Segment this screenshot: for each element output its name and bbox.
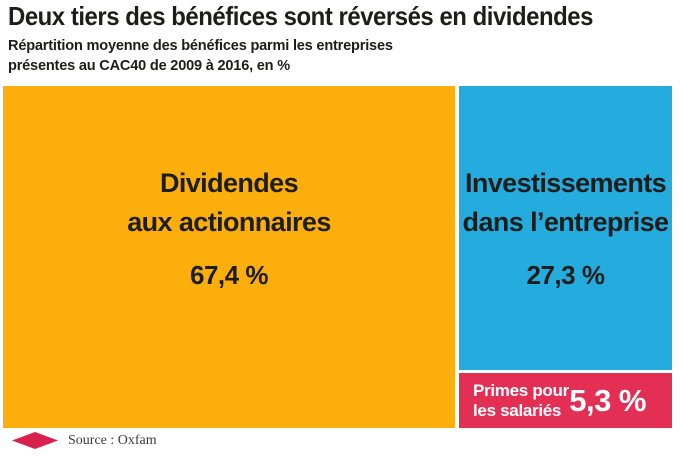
segment-dividends-label: Dividendes aux actionnaires	[127, 164, 331, 242]
segment-bonuses: Primes pour les salariés 5,3 %	[459, 373, 672, 428]
segment-investments-label: Investissements dans l’entreprise	[463, 164, 669, 242]
segment-dividends: Dividendes aux actionnaires 67,4 %	[3, 86, 455, 428]
segment-dividends-content: Dividendes aux actionnaires 67,4 %	[3, 86, 455, 291]
source-text: Source : Oxfam	[68, 432, 157, 448]
segment-bonuses-value: 5,3 %	[569, 382, 646, 418]
subtitle-line-2: présentes au CAC40 de 2009 à 2016, en %	[8, 57, 290, 74]
segment-dividends-label-line2: aux actionnaires	[127, 207, 331, 237]
subtitle-line-1: Répartition moyenne des bénéfices parmi …	[8, 37, 393, 54]
oxfam-diamond-shape	[12, 432, 58, 449]
source-row: Source : Oxfam	[12, 432, 157, 449]
segment-investments-content: Investissements dans l’entreprise 27,3 %	[459, 86, 672, 291]
oxfam-diamond-icon	[12, 432, 58, 449]
chart-subtitle: Répartition moyenne des bénéfices parmi …	[8, 36, 393, 76]
segment-bonuses-label-line2: les salariés	[473, 400, 562, 420]
segment-bonuses-label: Primes pour les salariés	[473, 381, 569, 421]
segment-bonuses-label-line1: Primes pour	[473, 380, 569, 400]
segment-investments-value: 27,3 %	[526, 260, 605, 290]
segment-dividends-label-line1: Dividendes	[159, 168, 299, 198]
page-title: Deux tiers des bénéfices sont réversés e…	[8, 1, 593, 31]
treemap-chart: Dividendes aux actionnaires 67,4 % Inves…	[3, 86, 672, 428]
segment-investments-label-line2: dans l’entreprise	[462, 207, 669, 237]
segment-investments-label-line1: Investissements	[464, 168, 667, 198]
segment-dividends-value: 67,4 %	[190, 260, 268, 290]
segment-investments: Investissements dans l’entreprise 27,3 %	[459, 86, 672, 370]
